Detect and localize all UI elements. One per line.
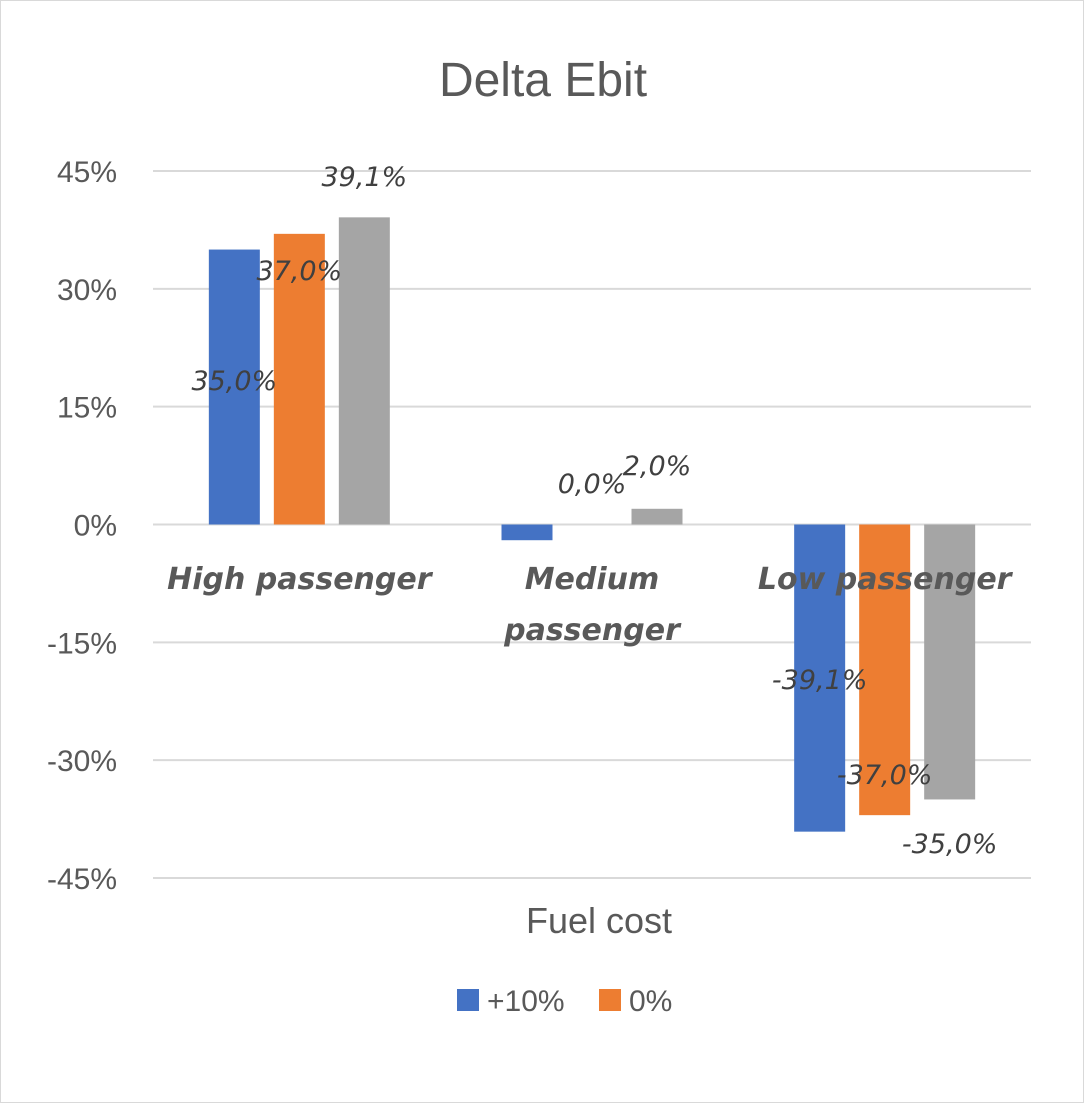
legend-swatch: [599, 989, 621, 1011]
bar: [501, 524, 553, 541]
y-tick-label: 0%: [74, 510, 117, 543]
y-tick-label: 15%: [57, 392, 117, 425]
legend-label: 0%: [629, 985, 672, 1018]
bar: [794, 524, 846, 832]
category-labels: High passenger Medium passenger Low passeng…: [167, 562, 1014, 648]
y-tick-label: -30%: [47, 745, 117, 778]
data-label: -39,1%: [772, 665, 868, 696]
data-label: 2,0%: [623, 451, 692, 482]
bar: [338, 217, 390, 525]
category-label: Medium: [525, 562, 660, 597]
legend-label: +10%: [487, 985, 565, 1018]
data-labels: 35,0% 37,0% 39,1% 0,0%2,0% -39,1% -37,0% -35,0…: [191, 162, 997, 860]
y-tick-label: 45%: [57, 156, 117, 189]
y-tick-label: 30%: [57, 274, 117, 307]
category-label: Low passenger: [758, 562, 1014, 597]
data-label: 0,0%: [558, 469, 627, 500]
bar: [859, 524, 911, 816]
data-label: 35,0%: [191, 366, 277, 397]
legend-swatch: [457, 989, 479, 1011]
legend: +10% 0%: [457, 985, 672, 1018]
data-label: 39,1%: [321, 162, 407, 193]
bar: [924, 524, 976, 800]
data-label: -35,0%: [902, 829, 998, 860]
bar: [631, 508, 683, 525]
category-label: passenger: [503, 613, 682, 648]
chart-title: Delta Ebit: [439, 54, 647, 107]
category-label: High passenger: [167, 562, 434, 597]
bars: [208, 217, 976, 832]
bar: [273, 233, 325, 525]
y-tick-label: -15%: [47, 627, 117, 660]
data-label: 37,0%: [256, 256, 342, 287]
y-tick-label: -45%: [47, 863, 117, 896]
data-label: -37,0%: [837, 760, 933, 791]
y-axis-ticks: 45% 30% 15% 0% -15% -30% -45%: [47, 156, 117, 896]
bar: [208, 249, 260, 525]
x-axis-title: Fuel cost: [526, 900, 672, 941]
